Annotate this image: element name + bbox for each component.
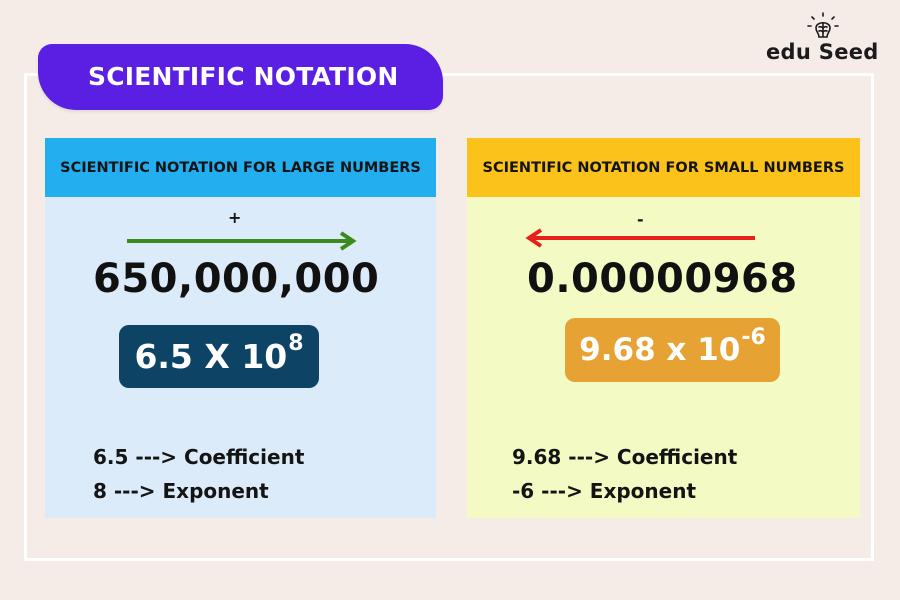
eduseed-logo: edu Seed — [764, 12, 878, 68]
small-numbers-panel: SCIENTIFIC NOTATION FOR SMALL NUMBERS - … — [467, 138, 860, 518]
large-numbers-header: SCIENTIFIC NOTATION FOR LARGE NUMBERS — [45, 138, 436, 197]
right-arrow-icon — [127, 231, 357, 251]
small-numbers-header: SCIENTIFIC NOTATION FOR SMALL NUMBERS — [467, 138, 860, 197]
large-notation-exponent: 8 — [288, 331, 304, 356]
content-frame — [24, 73, 874, 561]
large-number: 650,000,000 — [93, 256, 380, 302]
lightbulb-brain-icon — [807, 12, 839, 38]
plus-sign: + — [228, 208, 242, 227]
coefficient-note: 6.5 ---> Coefficient — [93, 445, 305, 469]
large-numbers-panel: SCIENTIFIC NOTATION FOR LARGE NUMBERS + … — [45, 138, 436, 518]
exponent-note: 8 ---> Exponent — [93, 479, 269, 503]
left-arrow-icon — [525, 228, 755, 248]
small-notation-pill: 9.68 x 10 -6 — [565, 318, 780, 382]
minus-sign: - — [637, 210, 644, 229]
small-notation-base: 9.68 x 10 — [579, 332, 741, 368]
small-exponent-note: -6 ---> Exponent — [512, 479, 697, 503]
small-coefficient-note: 9.68 ---> Coefficient — [512, 445, 738, 469]
page-title: SCIENTIFIC NOTATION — [88, 62, 399, 91]
logo-text: edu Seed — [766, 40, 879, 64]
large-notation-pill: 6.5 X 10 8 — [119, 325, 319, 388]
large-notation-base: 6.5 X 10 — [134, 337, 288, 376]
small-number: 0.00000968 — [527, 256, 798, 302]
small-notation-exponent: -6 — [741, 324, 766, 350]
title-banner: SCIENTIFIC NOTATION — [38, 44, 443, 110]
